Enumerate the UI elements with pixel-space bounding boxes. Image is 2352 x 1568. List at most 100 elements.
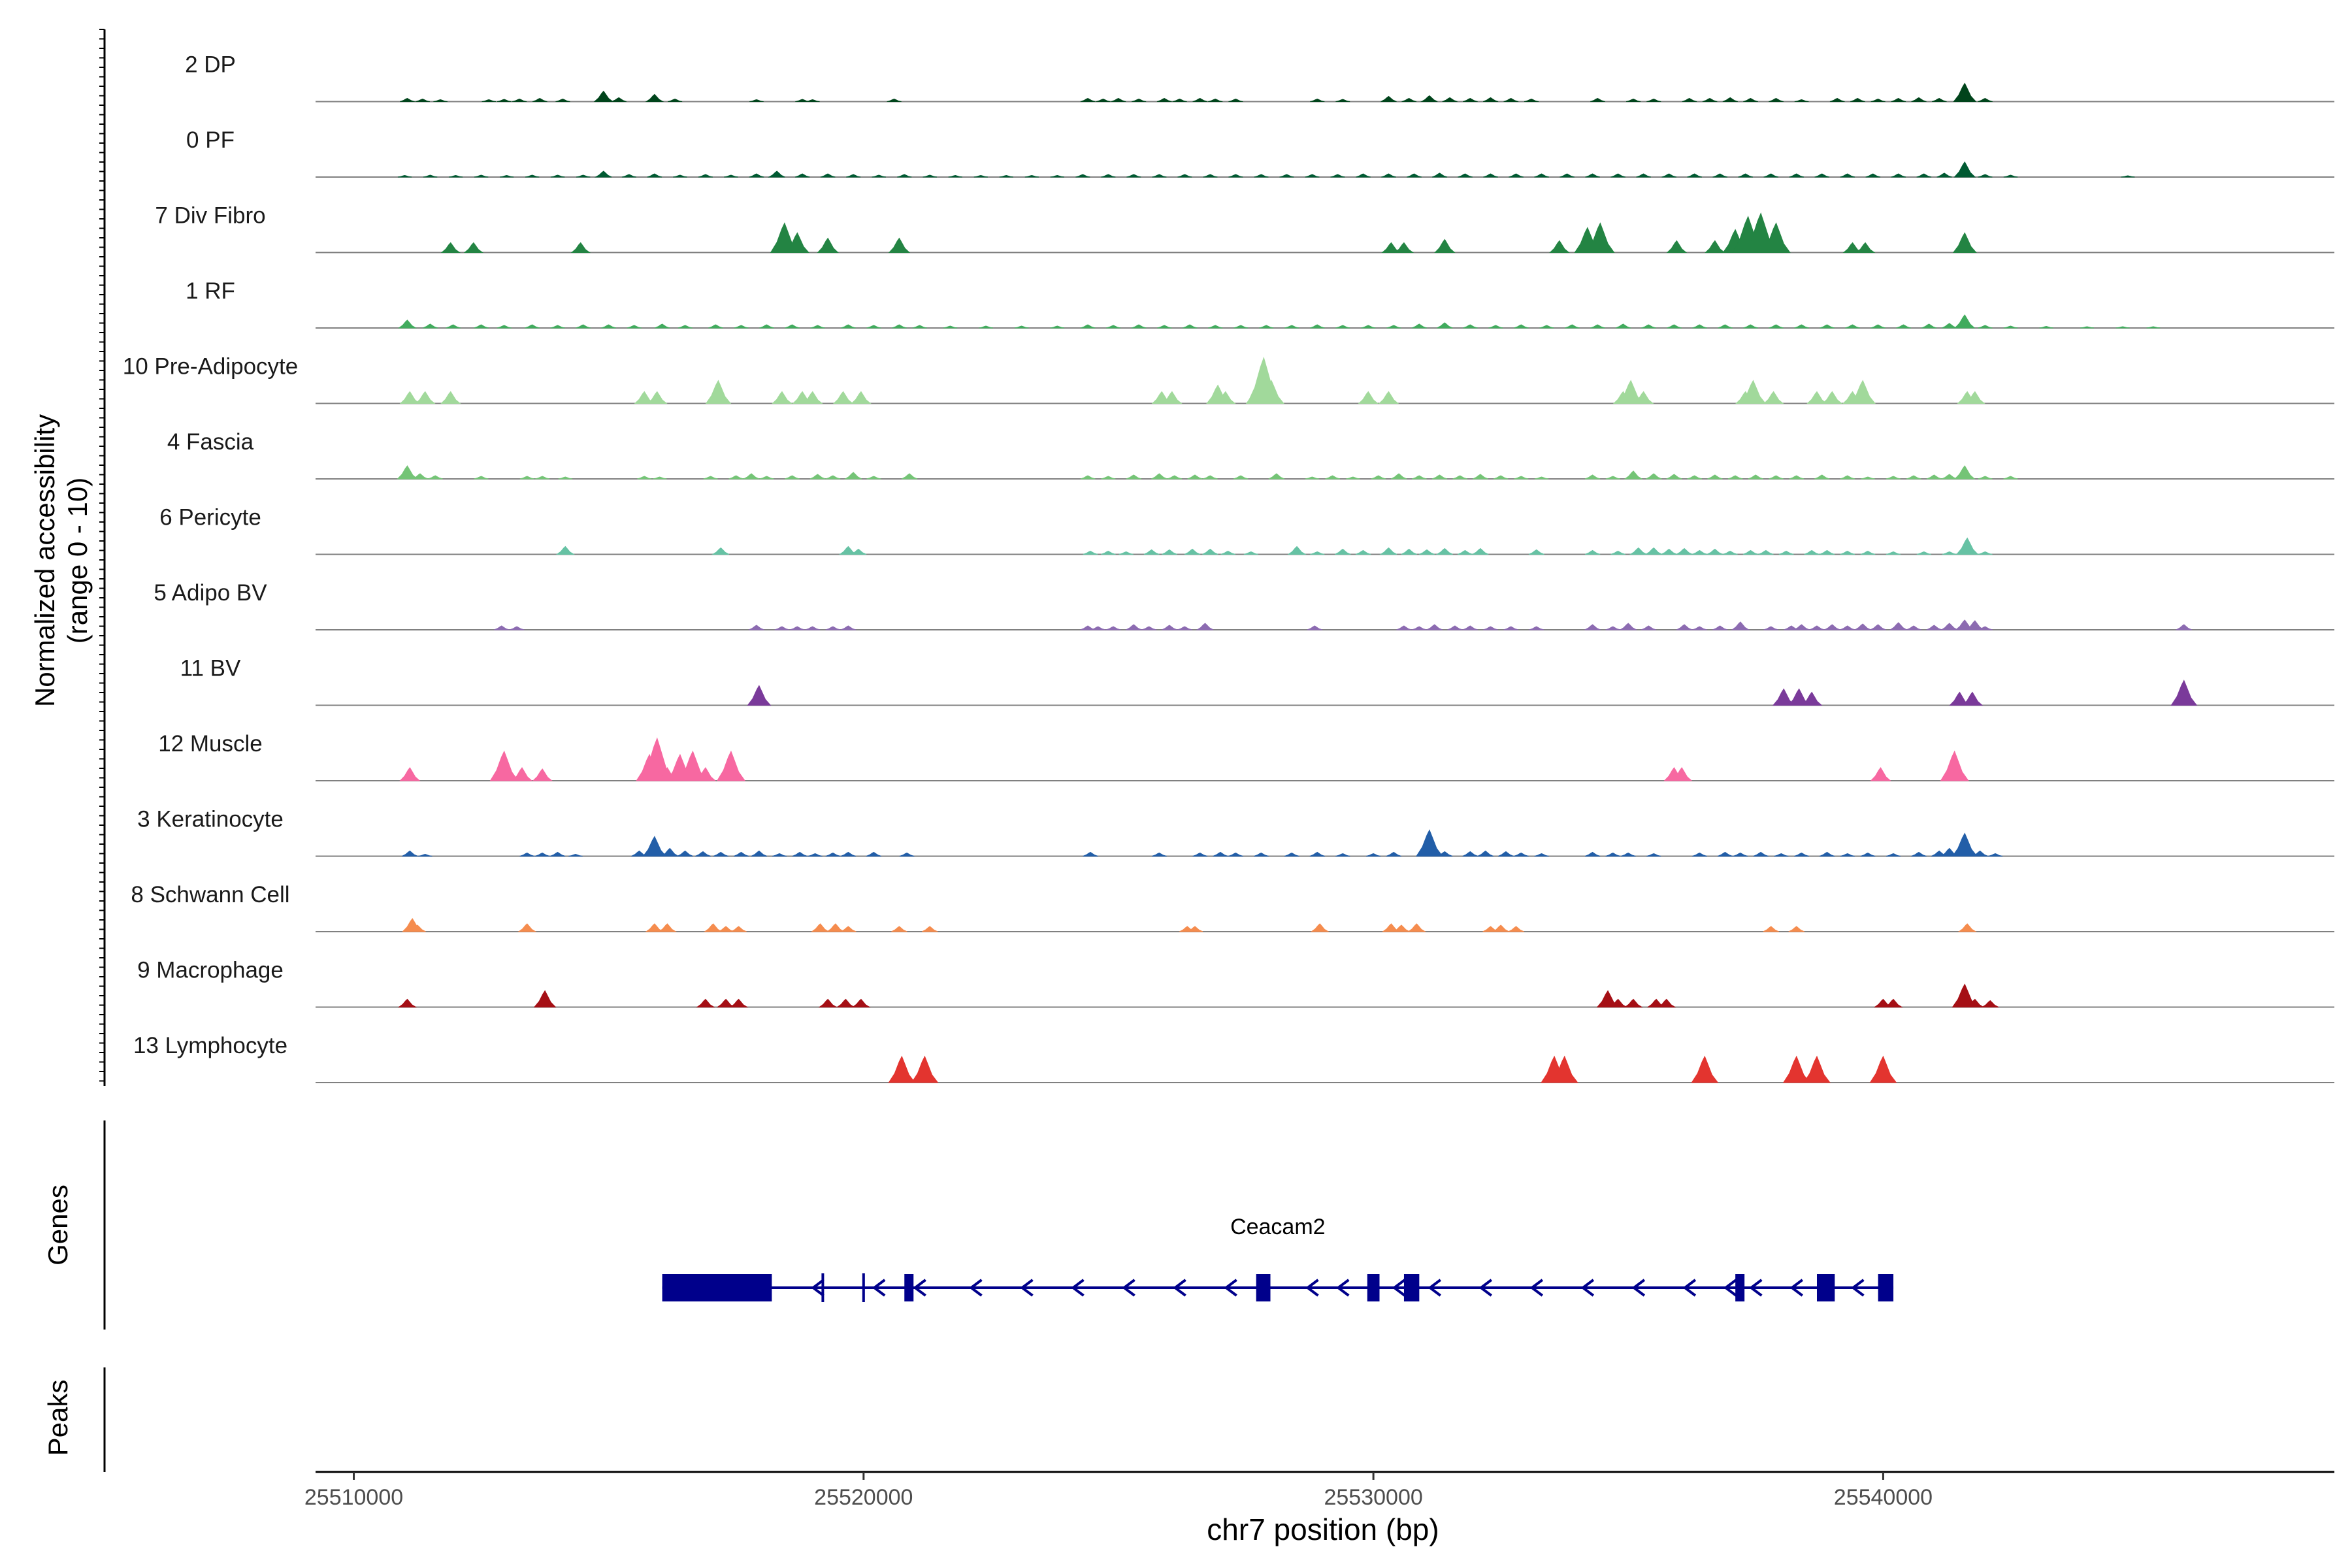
coverage-peak	[1233, 475, 1249, 480]
coverage-peak	[1952, 832, 1978, 857]
coverage-peak	[1483, 173, 1498, 178]
coverage-peak	[948, 174, 962, 178]
coverage-peak	[1981, 1000, 1999, 1007]
coverage-peak	[1666, 474, 1682, 480]
track-label: 0 PF	[186, 127, 235, 153]
coverage-peak	[1911, 851, 1927, 857]
coverage-peak	[1431, 474, 1448, 480]
coverage-peak	[1162, 625, 1177, 630]
coverage-peak	[1824, 624, 1840, 630]
x-axis-title: chr7 position (bp)	[1207, 1512, 1439, 1546]
coverage-peak	[1325, 475, 1341, 480]
coverage-track: 5 Adipo BV	[154, 580, 2334, 630]
coverage-peak	[1911, 97, 1927, 102]
coverage-peak	[1419, 549, 1435, 555]
coverage-peak	[1172, 98, 1187, 102]
coverage-peak	[568, 853, 583, 857]
coverage-peak	[1437, 322, 1453, 329]
coverage-peak	[1243, 551, 1258, 555]
coverage-peak	[1861, 476, 1875, 480]
coverage-track: 9 Macrophage	[137, 958, 2334, 1008]
gene-strand-arrow	[969, 1279, 983, 1297]
coverage-peak	[427, 475, 443, 480]
coverage-peak	[810, 325, 825, 329]
coverage-peak	[1692, 324, 1707, 329]
coverage-peak	[667, 98, 683, 102]
coverage-peak	[1733, 852, 1748, 857]
coverage-peak	[412, 473, 429, 480]
gene-strand-arrow	[1305, 1279, 1319, 1297]
gene-strand-arrow	[1020, 1279, 1034, 1297]
coverage-peak	[1916, 551, 1931, 555]
coverage-peak	[1119, 551, 1134, 555]
coverage-peak	[840, 625, 857, 630]
gene-exon	[1256, 1274, 1271, 1301]
coverage-peak	[678, 325, 693, 329]
coverage-peak	[1610, 550, 1626, 555]
coverage-peak	[1539, 325, 1554, 329]
coverage-peak	[1743, 97, 1758, 102]
coverage-peak	[673, 174, 687, 178]
coverage-peak	[1182, 324, 1198, 329]
coverage-peak	[399, 767, 421, 781]
coverage-peak	[1803, 1055, 1831, 1083]
coverage-peak	[923, 174, 938, 178]
track-label: 11 BV	[180, 656, 241, 681]
coverage-peak	[533, 990, 557, 1007]
coverage-peak	[1942, 551, 1957, 555]
coverage-peak	[1584, 624, 1601, 630]
coverage-peak	[637, 476, 652, 480]
coverage-peak	[1279, 174, 1294, 178]
coverage-peak	[711, 547, 730, 555]
y-axis-subtitle: (range 0 - 10)	[62, 478, 93, 644]
coverage-peak	[1801, 691, 1823, 706]
coverage-peak	[1691, 549, 1708, 555]
coverage-peak	[433, 99, 448, 102]
coverage-peak	[1936, 172, 1952, 178]
coverage-track: 11 BV	[180, 656, 2334, 706]
coverage-peak	[1809, 625, 1825, 630]
coverage-peak	[497, 325, 512, 329]
coverage-peak	[1083, 550, 1098, 555]
coverage-peak	[1534, 853, 1549, 857]
coverage-peak	[1769, 97, 1784, 102]
coverage-peak	[1586, 222, 1615, 253]
coverage-peak	[832, 391, 854, 404]
coverage-peak	[1379, 547, 1397, 555]
coverage-peak	[1804, 549, 1820, 555]
coverage-peak	[1886, 853, 1901, 857]
coverage-peak	[1615, 323, 1631, 329]
coverage-peak	[1605, 476, 1620, 480]
coverage-peak	[397, 998, 417, 1007]
coverage-peak	[912, 325, 927, 329]
gene-strand-arrow	[1631, 1279, 1646, 1297]
coverage-peak	[576, 324, 591, 329]
gene-strand-arrow	[1851, 1279, 1865, 1297]
coverage-peak	[1208, 325, 1223, 329]
coverage-peak	[1788, 926, 1805, 932]
coverage-peak	[805, 626, 821, 630]
coverage-peak	[1310, 551, 1325, 555]
coverage-peak	[1819, 549, 1835, 555]
coverage-peak	[1769, 324, 1784, 329]
coverage-peak	[1722, 550, 1738, 555]
coverage-peak	[397, 174, 412, 178]
coverage-peak	[1692, 626, 1707, 630]
coverage-peak	[1590, 97, 1605, 102]
coverage-track: 12 Muscle	[158, 731, 2334, 781]
coverage-peak	[1258, 380, 1284, 404]
coverage-peak	[576, 174, 591, 178]
coverage-peak	[748, 625, 764, 630]
coverage-peak	[1254, 174, 1269, 178]
coverage-peak	[973, 174, 988, 178]
coverage-peak	[1075, 174, 1090, 178]
coverage-peak	[888, 1055, 916, 1083]
coverage-peak	[1447, 625, 1463, 630]
coverage-peak	[733, 851, 749, 857]
coverage-peak	[734, 325, 749, 329]
coverage-peak	[440, 242, 461, 253]
coverage-peak	[1870, 767, 1891, 781]
coverage-peak	[1758, 549, 1774, 555]
coverage-peak	[708, 324, 723, 329]
